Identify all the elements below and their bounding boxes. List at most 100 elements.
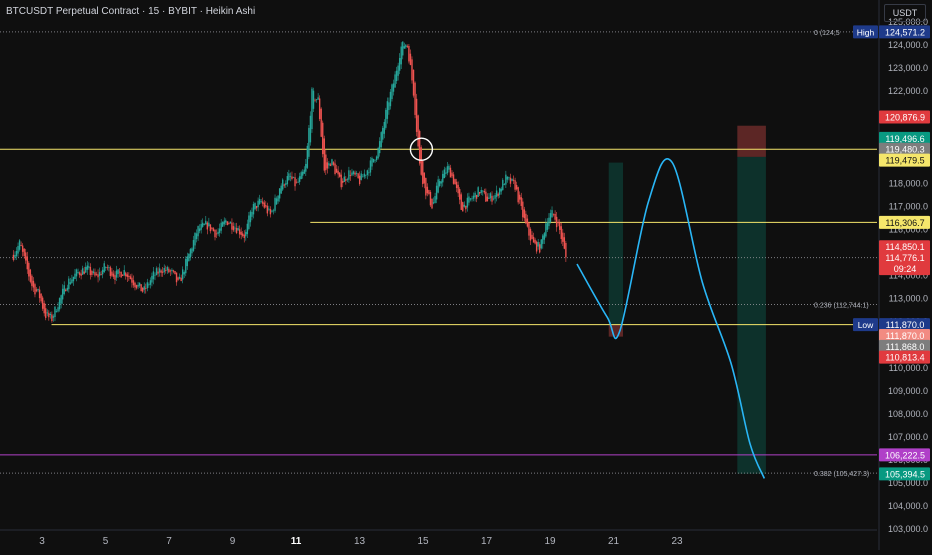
- candle-body: [503, 184, 506, 186]
- candle-body: [483, 190, 486, 193]
- candle-body: [32, 280, 35, 288]
- candle-body: [300, 172, 302, 180]
- candle-body: [317, 97, 319, 100]
- candle-body: [43, 303, 45, 314]
- candle-body: [485, 191, 487, 202]
- candle-body: [331, 159, 333, 166]
- candle-body: [448, 165, 450, 170]
- candle-body: [200, 223, 202, 230]
- candle-body: [121, 274, 124, 276]
- candle-body: [502, 179, 504, 191]
- candle-body: [171, 269, 173, 271]
- candle-body: [415, 98, 418, 132]
- candle-body: [197, 226, 199, 237]
- candle-body: [409, 53, 412, 65]
- candle-body: [549, 213, 552, 222]
- position-target-zone: [608, 162, 624, 325]
- candle-body: [74, 273, 76, 279]
- candle-body: [449, 167, 452, 178]
- candle-body: [274, 197, 276, 211]
- candle-body: [489, 193, 492, 199]
- x-tick-label: 21: [608, 536, 620, 547]
- candle-body: [231, 222, 233, 230]
- candle-body: [338, 172, 341, 177]
- candle-body: [500, 188, 502, 192]
- candle-body: [351, 172, 353, 176]
- candle-body: [71, 279, 73, 284]
- candle-body: [208, 222, 210, 227]
- candle-body: [337, 170, 339, 175]
- candle-body: [106, 267, 108, 269]
- y-tick-label: 114,000.0: [889, 271, 928, 281]
- candle-body: [491, 195, 493, 202]
- candle-body: [54, 306, 56, 317]
- candle-body: [131, 277, 133, 283]
- position-stop-zone: [608, 324, 624, 337]
- y-tick-label: 113,000.0: [889, 294, 928, 304]
- currency-button[interactable]: USDT: [884, 4, 926, 22]
- price-label: 119,479.5: [885, 156, 924, 166]
- candle-body: [228, 223, 230, 225]
- candle-body: [332, 162, 335, 165]
- y-tick-label: 125,000.0: [888, 17, 928, 27]
- candle-body: [420, 147, 422, 175]
- candle-body: [334, 163, 336, 174]
- x-tick-label: 15: [417, 536, 429, 547]
- candle-body: [243, 234, 245, 239]
- candle-body: [192, 240, 195, 251]
- candle-body: [285, 183, 287, 186]
- candle-body: [77, 272, 79, 273]
- candle-body: [452, 174, 455, 184]
- candle-body: [432, 202, 435, 204]
- candle-body: [183, 272, 185, 275]
- y-tick-label: 105,000.0: [888, 478, 928, 488]
- candle-body: [257, 200, 259, 208]
- candle-body: [482, 190, 484, 192]
- candle-body: [442, 173, 444, 183]
- candle-body: [412, 69, 415, 96]
- candle-body: [478, 192, 481, 194]
- price-label: 111,870.0: [886, 331, 925, 341]
- candle-body: [514, 180, 516, 190]
- x-tick-label: 3: [39, 536, 45, 547]
- candle-body: [457, 184, 459, 194]
- candle-body: [111, 271, 113, 276]
- price-label: 09:24: [894, 264, 917, 274]
- candle-body: [408, 45, 410, 62]
- candle-body: [180, 277, 182, 282]
- candle-body: [263, 202, 265, 208]
- candle-body: [474, 192, 476, 198]
- price-label-bg: [879, 142, 930, 156]
- candle-body: [168, 268, 170, 273]
- x-tick-label: 11: [291, 536, 302, 547]
- candle-body: [535, 241, 538, 252]
- candle-body: [57, 307, 59, 312]
- candle-body: [229, 221, 232, 224]
- price-label: 106,222.5: [885, 450, 925, 460]
- chart-title: BTCUSDT Perpetual Contract · 15 · BYBIT …: [6, 6, 256, 17]
- candle-body: [302, 171, 304, 176]
- candle-body: [451, 172, 453, 177]
- candle-body: [225, 220, 227, 223]
- candle-body: [175, 272, 178, 283]
- candle-body: [280, 185, 282, 194]
- candle-body: [63, 285, 65, 295]
- y-tick-label: 104,000.0: [888, 501, 928, 511]
- candle-body: [14, 255, 16, 258]
- candle-body: [88, 266, 90, 268]
- candle-body: [266, 205, 269, 214]
- x-tick-label: 19: [544, 536, 556, 547]
- candle-body: [60, 295, 62, 304]
- fib-label: 0.236 (112,744.1): [814, 302, 869, 309]
- x-tick-label: 17: [481, 536, 493, 547]
- candle-body: [38, 289, 41, 299]
- x-tick-label: 9: [230, 536, 236, 547]
- candle-body: [382, 127, 384, 140]
- candle-body: [238, 229, 241, 235]
- candle-body: [552, 213, 555, 215]
- candle-body: [143, 286, 145, 290]
- candle-body: [114, 275, 116, 280]
- candle-body: [138, 282, 141, 286]
